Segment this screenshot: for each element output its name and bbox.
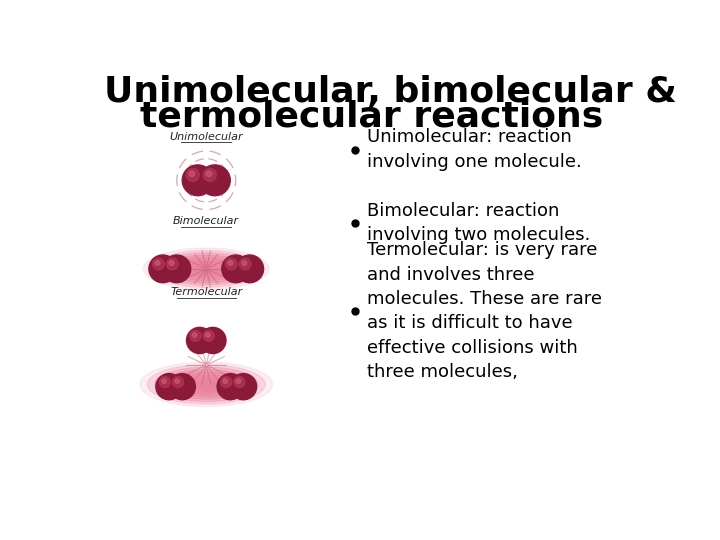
Ellipse shape [179,260,234,278]
Ellipse shape [150,251,262,287]
Ellipse shape [158,253,255,285]
Ellipse shape [192,264,220,273]
Circle shape [242,260,247,266]
Ellipse shape [177,375,235,394]
Circle shape [173,376,184,388]
Text: termolecular reactions: termolecular reactions [140,99,603,133]
Ellipse shape [199,267,213,271]
Circle shape [192,333,197,338]
Ellipse shape [164,255,248,283]
Text: Termolecular: is very rare
and involves three
molecules. These are rare
as it is: Termolecular: is very rare and involves … [367,241,603,381]
Circle shape [225,258,237,270]
Circle shape [169,260,174,266]
Circle shape [217,374,243,400]
Circle shape [236,379,240,383]
Text: Termolecular: Termolecular [170,287,243,298]
Circle shape [228,260,233,266]
Circle shape [153,258,164,270]
Circle shape [189,171,194,177]
Ellipse shape [169,372,243,397]
Ellipse shape [199,382,214,387]
Circle shape [186,327,213,354]
Circle shape [149,255,177,283]
Circle shape [234,376,245,388]
Ellipse shape [171,257,241,280]
Ellipse shape [143,248,269,289]
Circle shape [230,374,256,400]
Ellipse shape [185,262,228,276]
Circle shape [162,379,166,383]
Text: Unimolecular: Unimolecular [169,132,243,142]
Text: Bimolecular: Bimolecular [174,217,239,226]
Circle shape [159,376,171,388]
Circle shape [235,255,264,283]
Circle shape [199,165,230,195]
Circle shape [175,379,179,383]
Circle shape [203,330,214,341]
Ellipse shape [192,380,221,389]
Circle shape [220,376,232,388]
Text: Unimolecular: reaction
involving one molecule.: Unimolecular: reaction involving one mol… [367,129,582,171]
Ellipse shape [148,364,265,404]
Ellipse shape [140,362,272,407]
Text: Bimolecular: reaction
involving two molecules.: Bimolecular: reaction involving two mole… [367,201,591,244]
Ellipse shape [162,369,251,399]
Circle shape [203,168,216,181]
Circle shape [169,374,195,400]
Circle shape [222,255,250,283]
Ellipse shape [184,377,228,392]
Circle shape [190,330,201,341]
Ellipse shape [155,367,258,402]
Circle shape [186,168,199,181]
Circle shape [205,333,210,338]
Circle shape [239,258,251,270]
Circle shape [206,171,212,177]
Circle shape [163,255,191,283]
Text: Unimolecular, bimolecular &: Unimolecular, bimolecular & [104,75,677,109]
Circle shape [155,260,160,266]
Circle shape [199,327,226,354]
Circle shape [223,379,228,383]
Circle shape [182,165,213,195]
Circle shape [166,258,178,270]
Circle shape [156,374,182,400]
